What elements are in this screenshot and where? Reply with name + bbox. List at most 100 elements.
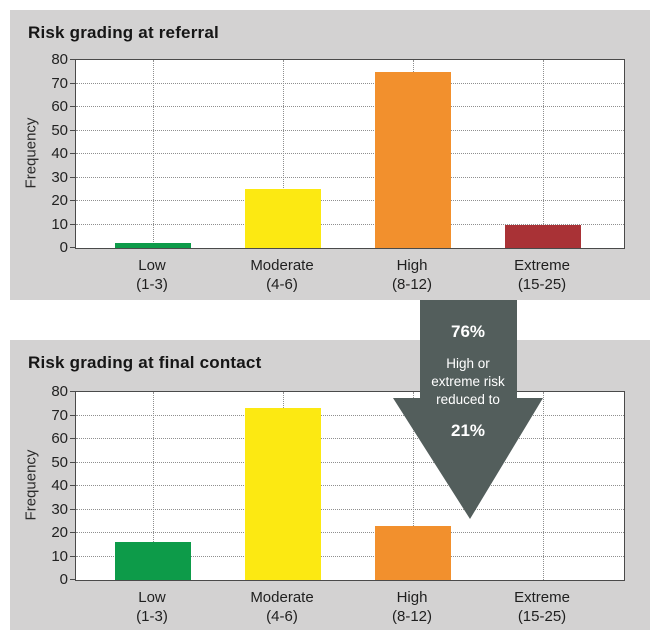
h-gridline xyxy=(76,176,624,178)
y-tick-label: 50 xyxy=(51,453,68,471)
v-gridline xyxy=(543,392,544,580)
x-category-line: Moderate xyxy=(250,257,314,274)
chart-title-referral: Risk grading at referral xyxy=(28,23,219,42)
x-category-line: High xyxy=(396,257,428,274)
y-tick-mark xyxy=(70,461,75,463)
arrow-top-percentage: 76% xyxy=(450,322,486,341)
h-gridline xyxy=(76,461,624,463)
y-tick-label: 80 xyxy=(51,51,68,68)
y-tick-mark xyxy=(70,485,75,486)
x-category-line: Low xyxy=(138,257,166,274)
v-gridline xyxy=(153,392,154,580)
y-tick-label: 20 xyxy=(51,192,68,209)
y-tick-label: 30 xyxy=(51,500,68,518)
x-category-line: (8-12) xyxy=(391,608,432,625)
y-tick-label: 70 xyxy=(51,406,68,424)
h-gridline xyxy=(76,438,624,439)
x-category-label: Extreme (15-25) xyxy=(477,588,607,626)
v-gridline xyxy=(413,392,414,580)
y-tick-mark xyxy=(70,438,75,439)
bar-moderate xyxy=(245,189,321,248)
arrow-description-line: High or xyxy=(446,356,490,371)
y-tick-label: 60 xyxy=(51,98,68,115)
y-tick-mark xyxy=(70,223,75,225)
y-tick-label: 0 xyxy=(59,571,68,588)
y-tick-label: 40 xyxy=(51,145,68,162)
y-tick-mark xyxy=(70,532,75,533)
bar-moderate xyxy=(245,408,321,580)
x-category-line: (15-25) xyxy=(517,276,567,293)
x-category-label: Moderate (4-6) xyxy=(217,588,347,626)
v-gridline xyxy=(153,60,154,248)
v-gridline xyxy=(283,60,284,248)
h-gridline xyxy=(76,508,624,510)
y-tick-mark xyxy=(70,391,75,392)
y-tick-label: 60 xyxy=(51,430,68,447)
y-tick-mark xyxy=(70,508,75,510)
y-tick-mark xyxy=(70,200,75,201)
y-tick-mark xyxy=(70,82,75,84)
v-gridline xyxy=(543,60,544,248)
y-tick-label: 10 xyxy=(51,547,68,565)
x-category-line: High xyxy=(396,589,428,606)
x-category-line: (1-3) xyxy=(136,276,168,293)
arrow-description-line: reduced to xyxy=(436,392,500,407)
h-gridline xyxy=(76,555,624,557)
y-tick-mark xyxy=(70,176,75,178)
h-gridline xyxy=(76,223,624,225)
h-gridline xyxy=(76,200,624,201)
x-category-line: Extreme xyxy=(514,589,570,606)
x-category-line: (1-3) xyxy=(136,608,168,625)
x-category-label: High (8-12) xyxy=(347,256,477,294)
x-category-label: Moderate (4-6) xyxy=(217,256,347,294)
x-category-line: (15-25) xyxy=(517,608,567,625)
h-gridline xyxy=(76,106,624,107)
plot-area-final-contact xyxy=(75,391,625,581)
chart-panel-referral: Risk grading at referral Frequency 0 10 20… xyxy=(10,10,650,300)
bar-extreme xyxy=(505,224,581,248)
chart-panel-final-contact: Risk grading at final contact Frequency … xyxy=(10,340,650,630)
y-tick-label: 30 xyxy=(51,168,68,186)
h-gridline xyxy=(76,485,624,486)
bar-high xyxy=(375,71,451,248)
x-category-label: Low (1-3) xyxy=(87,256,217,294)
y-tick-mark xyxy=(70,153,75,154)
plot-area-referral xyxy=(75,59,625,249)
arrow-description-line: extreme risk xyxy=(431,374,505,389)
y-tick-mark xyxy=(70,579,75,580)
y-tick-label: 80 xyxy=(51,383,68,400)
x-category-line: (8-12) xyxy=(391,276,432,293)
h-gridline xyxy=(76,82,624,84)
y-tick-mark xyxy=(70,59,75,60)
y-tick-mark xyxy=(70,555,75,557)
y-tick-mark xyxy=(70,106,75,107)
y-tick-label: 0 xyxy=(59,239,68,256)
y-tick-mark xyxy=(70,247,75,248)
y-tick-label: 10 xyxy=(51,215,68,233)
reduction-arrow: 76% High or extreme risk reduced to 21% xyxy=(393,300,543,519)
x-category-line: (4-6) xyxy=(266,608,298,625)
y-tick-label: 20 xyxy=(51,524,68,541)
h-gridline xyxy=(76,129,624,131)
bar-high xyxy=(375,525,451,580)
x-category-label: Low (1-3) xyxy=(87,588,217,626)
arrow-description: High or extreme risk reduced to xyxy=(431,355,505,409)
h-gridline xyxy=(76,153,624,154)
x-category-label: Extreme (15-25) xyxy=(477,256,607,294)
y-tick-label: 70 xyxy=(51,74,68,92)
h-gridline xyxy=(76,532,624,533)
y-tick-mark xyxy=(70,414,75,416)
bar-low xyxy=(115,243,191,248)
y-tick-label: 40 xyxy=(51,477,68,494)
x-category-line: Moderate xyxy=(250,589,314,606)
x-category-line: (4-6) xyxy=(266,276,298,293)
arrow-annotation: 76% High or extreme risk reduced to 21% xyxy=(393,300,543,519)
y-tick-label: 50 xyxy=(51,121,68,139)
bar-low xyxy=(115,542,191,580)
y-tick-mark xyxy=(70,129,75,131)
x-category-line: Low xyxy=(138,589,166,606)
x-category-label: High (8-12) xyxy=(347,588,477,626)
arrow-bottom-percentage: 21% xyxy=(450,421,486,440)
h-gridline xyxy=(76,414,624,416)
